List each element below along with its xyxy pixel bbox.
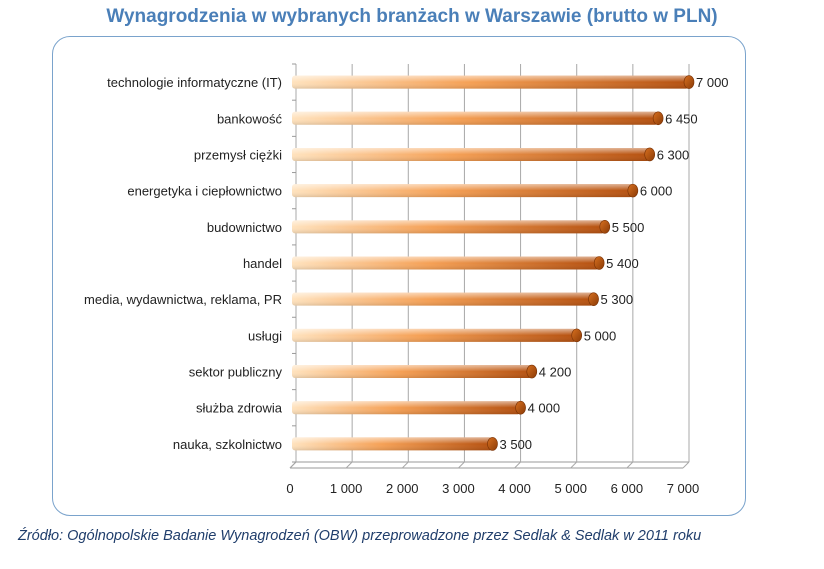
bar [292,364,538,379]
bar-shine [292,111,659,125]
x-tick-label: 3 000 [442,481,475,496]
bar [292,437,498,451]
chart-title: Wynagrodzenia w wybranych branżach w War… [106,6,718,27]
bar [292,400,526,415]
category-label: budownictwo [207,220,282,235]
bar-shine [292,147,650,161]
category-label: handel [243,256,282,271]
x-gridline-depth [401,461,409,469]
bar-shine [292,75,689,89]
bar-end-cap [644,147,656,162]
x-gridline-depth [626,461,634,469]
bar-end-cap [599,220,611,234]
bar-shine [292,256,600,270]
bar [292,111,664,126]
bar-end-cap [588,292,599,306]
bar-end-cap [526,364,538,379]
x-gridline-depth [570,461,578,469]
x-tick-label: 6 000 [611,481,644,496]
bar-value-label: 6 000 [640,184,673,199]
bar [292,147,656,162]
category-label: służba zdrowia [196,401,283,416]
x-gridline-depth [514,461,521,469]
category-label: sektor publiczny [189,365,283,380]
bar-shine [292,437,493,451]
bar-end-cap [652,111,664,126]
bar [292,292,599,306]
bar [292,183,639,198]
x-tick-label: 1 000 [330,481,363,496]
bar-value-label: 6 450 [665,111,698,126]
bar-end-cap [487,437,498,451]
bar [292,328,583,343]
bar-value-label: 4 200 [539,365,572,380]
bar-shine [292,328,577,342]
x-gridline-depth [289,461,297,469]
bar-value-label: 5 500 [612,220,645,235]
bar-value-label: 6 300 [657,147,690,162]
bar-value-label: 4 000 [528,401,561,416]
category-label: usługi [248,328,282,343]
bar-end-cap [627,183,639,198]
bar-value-label: 3 500 [500,437,533,452]
bar-end-cap [515,400,526,415]
bar-value-label: 7 000 [696,75,729,90]
bar-value-label: 5 000 [584,328,617,343]
bar [292,220,611,234]
category-label: technologie informatyczne (IT) [107,75,282,90]
bar-shine [292,401,521,415]
source-note: Źródło: Ogólnopolskie Badanie Wynagrodze… [18,528,702,544]
category-label: energetyka i ciepłownictwo [127,184,282,199]
bar-shine [292,365,532,379]
bar-end-cap [683,75,695,89]
bar [292,256,605,270]
category-label: nauka, szkolnictwo [173,437,282,452]
x-gridline-depth [345,461,353,469]
x-tick-label: 2 000 [386,481,419,496]
bar-shine [292,292,594,306]
x-gridline-depth [458,461,465,469]
bar-end-cap [593,256,605,270]
bar [292,75,695,89]
category-label: bankowość [217,111,283,126]
x-tick-label: 5 000 [554,481,587,496]
bar-shine [292,220,605,234]
bar-shine [292,184,633,198]
x-gridline-depth [682,461,690,469]
bar-end-cap [571,328,583,343]
x-tick-label: 4 000 [498,481,531,496]
x-tick-label: 0 [286,481,293,496]
x-tick-label: 7 000 [667,481,700,496]
category-label: przemysł ciężki [194,147,282,162]
bar-value-label: 5 400 [606,256,639,271]
bar-value-label: 5 300 [601,292,634,307]
category-label: media, wydawnictwa, reklama, PR [84,292,282,307]
